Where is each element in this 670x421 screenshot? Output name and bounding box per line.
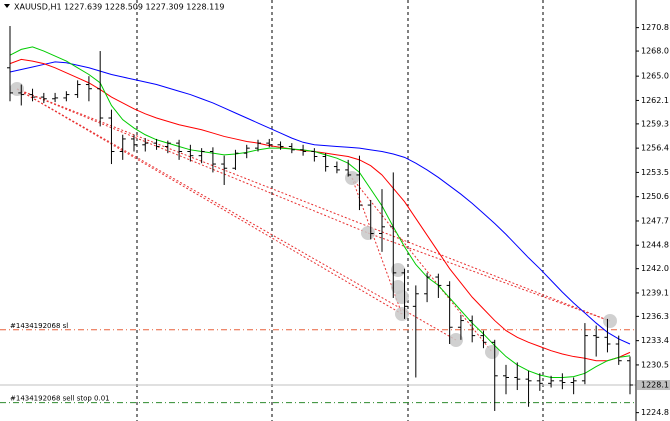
y-tick-label: 1259.3 (641, 119, 669, 128)
marker (345, 171, 359, 185)
y-tick-label: 1262.1 (641, 96, 669, 105)
order-label: #1434192068 sl (10, 322, 68, 330)
indicators: #1434192068 sl #1434192068 sell stop 0.01 (0, 46, 636, 404)
trend-line (16, 88, 457, 341)
moving-average (9, 61, 631, 345)
marker (361, 226, 375, 240)
marker (449, 333, 463, 347)
menu-arrow[interactable] (4, 4, 10, 8)
y-tick-label: 1224.8 (641, 408, 669, 417)
y-tick-label: 1256.4 (641, 144, 669, 153)
chart-title: XAUUSD,H1 1227.639 1228.509 1227.309 122… (14, 3, 224, 12)
y-tick-label: 1265.0 (641, 72, 669, 81)
y-tick-label: 1233.4 (641, 336, 669, 345)
y-tick-label: 1236.3 (641, 312, 669, 321)
marker (603, 314, 617, 328)
current-price-label: 1228.1 (641, 381, 669, 390)
moving-average (9, 46, 631, 378)
price-axis: 1270.8 1268.0 1265.0 1262.1 1259.3 1256.4 1253… (636, 23, 670, 417)
y-tick-label: 1250.6 (641, 192, 669, 201)
y-tick-label: 1230.5 (641, 360, 669, 369)
moving-average (9, 58, 631, 362)
y-tick-label: 1253.5 (641, 168, 669, 177)
marker (391, 263, 405, 277)
order-label: #1434192068 sell stop 0.01 (10, 395, 110, 403)
period-separators (136, 0, 544, 421)
trend-line (351, 177, 493, 353)
price-bars (7, 25, 633, 411)
y-tick-label: 1268.0 (641, 47, 669, 56)
y-tick-label: 1239.1 (641, 288, 669, 297)
y-tick-label: 1247.7 (641, 216, 669, 225)
trend-line (16, 88, 369, 234)
marker (485, 345, 499, 359)
y-tick-label: 1242.0 (641, 264, 669, 273)
marker (395, 290, 409, 304)
current-price-box (637, 380, 670, 391)
y-tick-label: 1270.8 (641, 23, 669, 32)
marker (10, 82, 24, 96)
marker (395, 307, 409, 321)
trend-line (367, 232, 611, 322)
y-tick-label: 1244.8 (641, 241, 669, 250)
